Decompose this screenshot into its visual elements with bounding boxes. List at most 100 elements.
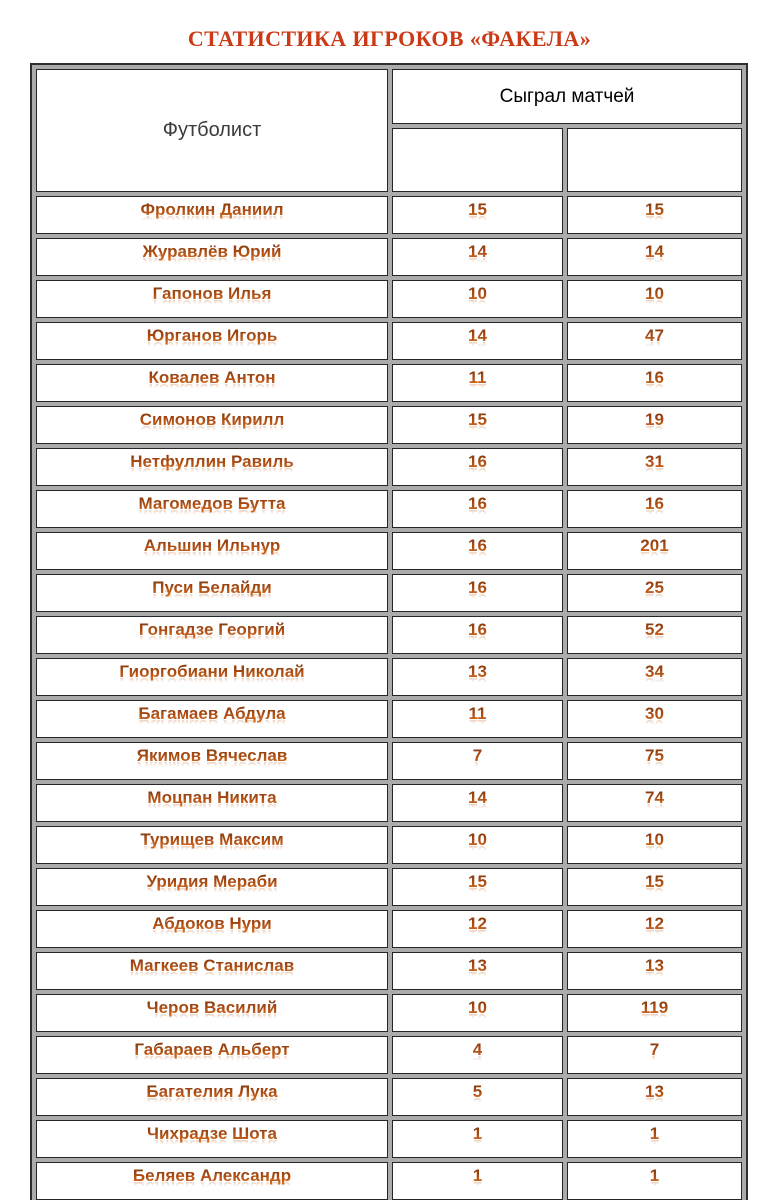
- table-row: Фролкин Даниил 15 15: [36, 196, 742, 234]
- player-name: Юрганов Игорь: [146, 326, 278, 345]
- total-matches-value: 75: [645, 746, 664, 765]
- total-matches-cell: 14: [566, 238, 742, 276]
- season-matches-cell: 11: [392, 700, 563, 738]
- player-name: Черов Василий: [146, 998, 278, 1017]
- season-matches-cell: 15: [392, 406, 563, 444]
- player-column-header-cell: Футболист: [36, 69, 389, 192]
- total-matches-value: 10: [645, 830, 664, 849]
- total-matches-value: 14: [645, 242, 664, 261]
- player-name: Абдоков Нури: [152, 914, 272, 933]
- player-name: Багателия Лука: [146, 1082, 278, 1101]
- season-matches-cell: 14: [392, 784, 563, 822]
- total-matches-cell: 13: [566, 952, 742, 990]
- total-matches-cell: 1: [566, 1162, 742, 1200]
- player-name-cell: Турищев Максим: [36, 826, 389, 864]
- total-matches-value: 15: [645, 200, 664, 219]
- season-matches-cell: 10: [392, 994, 563, 1032]
- player-name-cell: Якимов Вячеслав: [36, 742, 389, 780]
- total-matches-value: 201: [640, 536, 669, 555]
- table-row: Турищев Максим 10 10: [36, 826, 742, 864]
- total-matches-value: 52: [645, 620, 664, 639]
- total-matches-value: 12: [645, 914, 664, 933]
- total-matches-cell: 15: [566, 868, 742, 906]
- season-matches-value: 15: [468, 410, 487, 429]
- total-matches-cell: 47: [566, 322, 742, 360]
- season-matches-value: 16: [468, 536, 487, 555]
- player-stats-table: Футболист Сыграл матчей В сезоне 2025/20…: [30, 63, 748, 1200]
- table-body: Футболист Сыграл матчей В сезоне 2025/20…: [36, 69, 742, 1200]
- season-matches-cell: 16: [392, 448, 563, 486]
- season-matches-cell: 10: [392, 826, 563, 864]
- season-column-header-cell: В сезоне 2025/2026: [392, 128, 563, 192]
- total-matches-cell: 10: [566, 280, 742, 318]
- player-name: Багамаев Абдула: [138, 704, 286, 723]
- table-row: Моцпан Никита 14 74: [36, 784, 742, 822]
- table-row: Юрганов Игорь 14 47: [36, 322, 742, 360]
- matches-group-header-cell: Сыграл матчей: [392, 69, 742, 124]
- total-column-header-cell: Всего за «Факел»: [566, 128, 742, 192]
- total-matches-cell: 15: [566, 196, 742, 234]
- player-name: Гонгадзе Георгий: [138, 620, 286, 639]
- season-matches-value: 15: [468, 200, 487, 219]
- header-row-sub: В сезоне 2025/2026 Всего за «Факел»: [36, 128, 742, 192]
- total-matches-value: 16: [645, 494, 664, 513]
- table-row: Габараев Альберт 4 7: [36, 1036, 742, 1074]
- player-name-cell: Пуси Белайди: [36, 574, 389, 612]
- player-name: Турищев Максим: [140, 830, 284, 849]
- total-matches-cell: 7: [566, 1036, 742, 1074]
- table-row: Гапонов Илья 10 10: [36, 280, 742, 318]
- total-matches-cell: 31: [566, 448, 742, 486]
- table-row: Якимов Вячеслав 7 75: [36, 742, 742, 780]
- matches-group-header-label: Сыграл матчей: [499, 85, 635, 107]
- total-matches-cell: 75: [566, 742, 742, 780]
- player-name-cell: Гиоргобиани Николай: [36, 658, 389, 696]
- player-name: Симонов Кирилл: [139, 410, 285, 429]
- player-name-cell: Симонов Кирилл: [36, 406, 389, 444]
- player-name-cell: Абдоков Нури: [36, 910, 389, 948]
- season-matches-value: 16: [468, 494, 487, 513]
- player-name-cell: Нетфуллин Равиль: [36, 448, 389, 486]
- player-name: Якимов Вячеслав: [136, 746, 288, 765]
- player-name-cell: Габараев Альберт: [36, 1036, 389, 1074]
- season-header-line2: 2025/2026: [439, 161, 516, 178]
- total-matches-cell: 19: [566, 406, 742, 444]
- table-row: Альшин Ильнур 16 201: [36, 532, 742, 570]
- player-name-cell: Ковалев Антон: [36, 364, 389, 402]
- player-name-cell: Черов Василий: [36, 994, 389, 1032]
- season-matches-cell: 7: [392, 742, 563, 780]
- total-matches-cell: 16: [566, 364, 742, 402]
- season-matches-value: 14: [468, 326, 487, 345]
- season-matches-value: 16: [468, 578, 487, 597]
- player-name: Чихрадзе Шота: [147, 1124, 277, 1143]
- table-row: Абдоков Нури 12 12: [36, 910, 742, 948]
- player-name: Магомедов Бутта: [138, 494, 286, 513]
- player-name-cell: Багамаев Абдула: [36, 700, 389, 738]
- total-matches-value: 13: [645, 956, 664, 975]
- table-row: Гиоргобиани Николай 13 34: [36, 658, 742, 696]
- player-name-cell: Юрганов Игорь: [36, 322, 389, 360]
- total-matches-value: 34: [645, 662, 664, 681]
- season-matches-value: 1: [472, 1124, 483, 1143]
- season-matches-value: 1: [472, 1166, 483, 1185]
- total-matches-cell: 201: [566, 532, 742, 570]
- season-header-line1: В сезоне: [442, 140, 513, 158]
- total-matches-cell: 52: [566, 616, 742, 654]
- player-name-cell: Гапонов Илья: [36, 280, 389, 318]
- season-matches-value: 5: [472, 1082, 483, 1101]
- player-name-cell: Фролкин Даниил: [36, 196, 389, 234]
- season-matches-value: 14: [468, 788, 487, 807]
- player-name-cell: Журавлёв Юрий: [36, 238, 389, 276]
- player-name: Гиоргобиани Николай: [119, 662, 305, 681]
- season-matches-value: 10: [468, 284, 487, 303]
- player-name-cell: Беляев Александр: [36, 1162, 389, 1200]
- header-row-top: Футболист Сыграл матчей: [36, 69, 742, 192]
- season-column-header-label: В сезоне 2025/2026: [394, 139, 561, 181]
- season-matches-cell: 1: [392, 1120, 563, 1158]
- total-matches-cell: 12: [566, 910, 742, 948]
- player-name: Нетфуллин Равиль: [130, 452, 294, 471]
- table-row: Гонгадзе Георгий 16 52: [36, 616, 742, 654]
- player-name-cell: Альшин Ильнур: [36, 532, 389, 570]
- season-matches-value: 16: [468, 452, 487, 471]
- total-matches-value: 47: [645, 326, 664, 345]
- season-matches-cell: 14: [392, 322, 563, 360]
